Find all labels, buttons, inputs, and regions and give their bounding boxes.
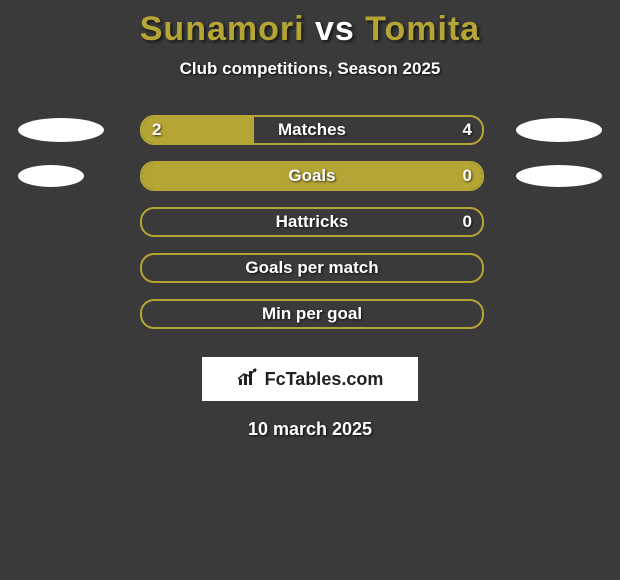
date-text: 10 march 2025 [0, 419, 620, 440]
stat-label: Min per goal [142, 301, 482, 327]
player1-badge [18, 165, 84, 187]
stat-bar: 0Goals [140, 161, 484, 191]
stat-row: 0Hattricks [0, 199, 620, 245]
player2-name: Tomita [365, 10, 480, 48]
stat-bar: Min per goal [140, 299, 484, 329]
stat-label: Matches [142, 117, 482, 143]
stat-rows: 24Matches 0Goals 0Hattricks Goals per match… [0, 107, 620, 337]
stat-label: Goals [142, 163, 482, 189]
comparison-infographic: Sunamori vs Tomita Club competitions, Se… [0, 0, 620, 580]
stat-bar: 24Matches [140, 115, 484, 145]
player1-badge [18, 118, 104, 142]
player2-badge [516, 118, 602, 142]
stat-row: Goals per match [0, 245, 620, 291]
player2-badge [516, 165, 602, 187]
stat-bar: Goals per match [140, 253, 484, 283]
bar-chart-icon [237, 367, 259, 392]
stat-label: Hattricks [142, 209, 482, 235]
stat-row: 0Goals [0, 153, 620, 199]
brand-text: FcTables.com [265, 369, 384, 390]
brand-box: FcTables.com [202, 357, 418, 401]
stat-row: 24Matches [0, 107, 620, 153]
stat-row: Min per goal [0, 291, 620, 337]
stat-label: Goals per match [142, 255, 482, 281]
stat-bar: 0Hattricks [140, 207, 484, 237]
vs-separator: vs [315, 10, 355, 48]
player1-name: Sunamori [140, 10, 305, 48]
subtitle: Club competitions, Season 2025 [0, 59, 620, 79]
page-title: Sunamori vs Tomita [0, 0, 620, 49]
